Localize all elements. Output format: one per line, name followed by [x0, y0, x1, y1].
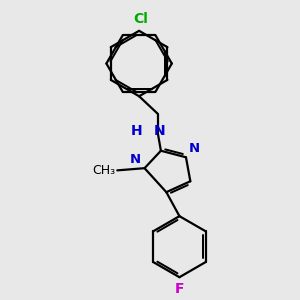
Text: N: N [189, 142, 200, 155]
Text: H: H [131, 124, 142, 138]
Text: N: N [153, 124, 165, 138]
Text: N: N [130, 153, 141, 166]
Text: CH₃: CH₃ [92, 164, 115, 177]
Text: Cl: Cl [133, 13, 148, 26]
Text: F: F [175, 282, 184, 296]
